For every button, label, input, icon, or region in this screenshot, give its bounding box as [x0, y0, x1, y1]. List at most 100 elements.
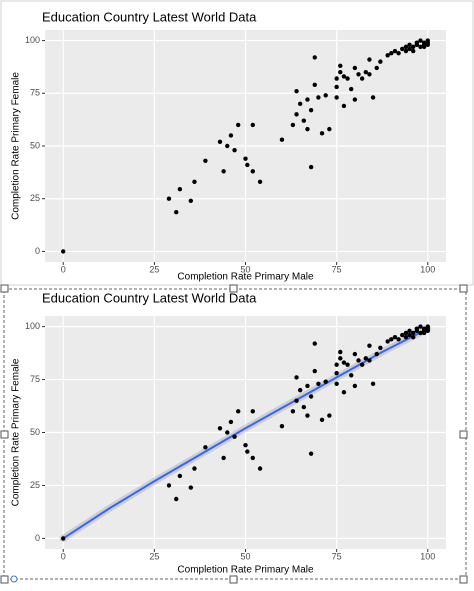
point	[352, 383, 358, 389]
x-tick-label: 25	[149, 264, 159, 274]
point	[290, 409, 296, 414]
point	[349, 86, 354, 92]
point	[294, 398, 299, 403]
handle[interactable]	[459, 430, 468, 439]
point	[389, 337, 394, 342]
point	[294, 375, 299, 380]
point	[359, 76, 365, 81]
handle[interactable]	[459, 284, 468, 293]
point	[345, 76, 350, 81]
point	[308, 394, 314, 399]
point	[334, 370, 339, 376]
point	[166, 196, 172, 201]
x-tick-label: 25	[149, 551, 159, 561]
handle[interactable]	[229, 575, 238, 584]
y-axis-label: Completion Rate Primary Female	[11, 358, 22, 506]
point	[396, 51, 401, 56]
point	[378, 59, 383, 64]
point	[407, 46, 412, 52]
point	[61, 536, 66, 541]
y-tick-label: 100	[25, 35, 40, 45]
point	[338, 63, 343, 69]
point	[334, 76, 339, 81]
handle[interactable]	[459, 575, 468, 584]
point	[378, 345, 383, 350]
point	[403, 44, 409, 50]
point	[367, 72, 372, 77]
point	[312, 341, 317, 346]
y-tick-label: 75	[30, 374, 40, 384]
x-axis-label: Completion Rate Primary Male	[177, 565, 314, 576]
handle[interactable]	[0, 430, 9, 439]
handle[interactable]	[0, 284, 9, 293]
point	[290, 122, 296, 128]
point	[316, 95, 321, 100]
point	[279, 423, 285, 429]
point	[323, 93, 328, 98]
point	[341, 390, 347, 395]
point	[188, 485, 194, 490]
point	[305, 383, 310, 389]
point	[338, 69, 343, 75]
x-tick-label: 75	[332, 551, 342, 561]
y-tick-label: 25	[30, 193, 40, 203]
point	[243, 443, 248, 448]
point	[61, 249, 66, 254]
point	[421, 330, 427, 336]
point	[392, 334, 398, 340]
point	[403, 334, 409, 340]
point	[203, 158, 208, 163]
y-tick-label: 50	[30, 140, 40, 150]
point	[217, 426, 223, 431]
point	[177, 187, 183, 192]
point	[407, 332, 412, 338]
point	[407, 42, 412, 47]
point	[400, 46, 405, 52]
point	[410, 44, 416, 50]
point	[410, 330, 416, 336]
point	[301, 404, 307, 410]
y-axis-label: Completion Rate Primary Female	[11, 72, 22, 220]
point	[319, 131, 325, 136]
point	[312, 82, 317, 88]
point	[370, 95, 376, 100]
point	[221, 169, 226, 174]
point	[174, 210, 179, 215]
point	[374, 65, 379, 71]
y-tick-label: 50	[30, 427, 40, 437]
handle[interactable]	[229, 284, 238, 293]
point	[414, 326, 420, 331]
point	[236, 122, 241, 128]
point	[305, 413, 310, 418]
point	[327, 126, 332, 132]
point	[341, 74, 347, 79]
point	[221, 455, 226, 461]
point	[410, 48, 416, 54]
x-tick-label: 50	[240, 551, 250, 561]
y-tick-label: 75	[30, 88, 40, 98]
point	[400, 332, 405, 338]
point	[250, 169, 255, 174]
point	[308, 107, 314, 113]
y-tick-label: 0	[35, 246, 40, 256]
point	[410, 334, 416, 340]
x-tick-label: 50	[240, 264, 250, 274]
point	[250, 409, 255, 414]
point	[188, 198, 194, 204]
chart-title: Education Country Latest World Data	[42, 9, 257, 24]
point	[279, 137, 285, 142]
chart-title: Education Country Latest World Data	[42, 290, 257, 305]
point	[177, 473, 183, 479]
point	[243, 156, 248, 161]
point	[250, 122, 255, 128]
point	[236, 409, 241, 414]
point	[352, 97, 358, 102]
point	[403, 330, 409, 336]
point	[301, 118, 307, 123]
rotate-handle[interactable]	[10, 575, 18, 583]
handle[interactable]	[0, 575, 9, 584]
point	[232, 148, 237, 153]
point	[166, 483, 172, 488]
point	[359, 362, 365, 367]
point	[352, 65, 358, 71]
